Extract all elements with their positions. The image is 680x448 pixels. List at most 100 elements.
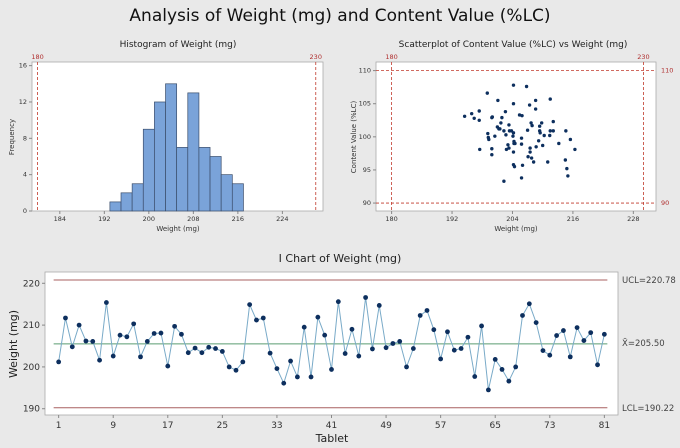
x-tick-label: 9: [110, 421, 116, 431]
i-chart-point: [308, 374, 314, 380]
scatter-point: [565, 166, 569, 171]
i-chart-point: [492, 356, 498, 362]
scatter-point: [526, 154, 530, 159]
histogram-bar: [120, 192, 133, 212]
i-chart-point: [533, 320, 539, 325]
histogram-bar: [154, 101, 166, 212]
i-chart-point: [370, 346, 375, 352]
i-chart-point: [90, 339, 96, 344]
x-tick-label: 184: [54, 215, 66, 223]
x-tick-label: 228: [627, 215, 639, 223]
i-chart-point: [485, 387, 491, 393]
x-tick-label: 192: [446, 215, 458, 223]
scatter-point: [548, 133, 552, 138]
i-chart-point: [397, 339, 403, 344]
i-chart-point: [329, 367, 334, 372]
scatter-point: [539, 121, 544, 125]
i-chart-point: [124, 334, 130, 340]
y-tick-label: 220: [23, 279, 40, 289]
i-chart-point: [472, 374, 478, 379]
x-tick-label: 180: [385, 215, 397, 223]
scatter-point: [533, 98, 538, 103]
i-chart-point: [383, 345, 389, 351]
lcl-label: LCL=190.22: [622, 404, 674, 414]
plot-area: [375, 61, 657, 212]
scatter-point: [513, 141, 517, 146]
x-tick-label: 204: [506, 215, 518, 223]
scatter-point: [503, 109, 508, 114]
i-chart-point: [424, 308, 430, 313]
scatter-point: [511, 134, 515, 138]
i-chart-point: [601, 331, 607, 337]
i-chart-point: [567, 354, 573, 360]
scatter-point: [490, 153, 494, 157]
x-tick-label: 216: [567, 215, 579, 223]
y-tick-label: 100: [359, 133, 371, 141]
scatterplot-title: Scatterplot of Content Value (%LC) vs We…: [399, 40, 628, 50]
i-chart-point: [69, 344, 75, 350]
reference-line-label: 110: [661, 67, 673, 75]
center-label: X̄=205.50: [622, 337, 665, 349]
i-chart-point: [274, 366, 280, 371]
i-chart-point: [83, 338, 89, 344]
scatter-point: [546, 160, 550, 164]
i-chart-point: [117, 332, 123, 338]
scatter-point: [548, 129, 552, 133]
x-tick-label: 73: [544, 421, 555, 431]
i-chart-title: I Chart of Weight (mg): [279, 252, 402, 265]
scatter-point: [502, 179, 506, 183]
i-chart-point: [554, 333, 560, 338]
y-tick-label: 110: [359, 67, 371, 75]
x-tick-label: 17: [162, 421, 173, 431]
i-chart-point: [438, 356, 444, 362]
x-tick-label: 224: [276, 215, 288, 223]
i-chart-point: [540, 348, 546, 354]
i-chart-point: [451, 347, 457, 353]
i-chart-point: [247, 302, 253, 308]
scatter-point: [511, 131, 516, 135]
i-chart-point: [165, 363, 171, 369]
i-chart-point: [260, 315, 266, 321]
i-chart-point: [513, 364, 519, 370]
scatterplot-panel: Scatterplot of Content Value (%LC) vs We…: [350, 40, 673, 233]
scatter-point: [511, 83, 516, 87]
scatter-point: [502, 129, 506, 133]
i-chart-point: [390, 341, 396, 346]
scatterplot-y-label: Content Value (%LC): [350, 101, 358, 174]
x-tick-label: 216: [232, 215, 244, 223]
i-chart-point: [254, 317, 259, 323]
i-chart-point: [219, 349, 225, 354]
i-chart-point: [240, 359, 246, 365]
i-chart-point: [561, 328, 566, 333]
y-tick-label: 0: [23, 207, 27, 215]
scatter-point: [524, 84, 529, 89]
scatter-point: [537, 124, 542, 128]
histogram-bar: [131, 183, 144, 212]
reference-line-label: 230: [637, 53, 649, 61]
y-tick-label: 190: [23, 405, 40, 415]
i-chart-point: [103, 300, 109, 305]
i-chart-point: [185, 350, 191, 356]
scatter-point: [531, 160, 536, 164]
scatter-point: [548, 97, 552, 101]
i-chart-point: [526, 301, 532, 307]
histogram-bar: [165, 83, 178, 212]
x-tick-label: 65: [489, 421, 500, 431]
i-chart-point: [465, 334, 471, 340]
x-tick-label: 192: [98, 215, 110, 223]
i-chart-point: [506, 378, 512, 384]
scatter-point: [472, 116, 476, 120]
x-tick-label: 81: [599, 421, 610, 431]
i-chart-point: [288, 358, 293, 364]
i-chart-point: [431, 327, 437, 333]
scatter-point: [478, 147, 482, 152]
i-chart-point: [151, 331, 157, 336]
i-chart-point: [588, 330, 594, 336]
i-chart-point: [499, 367, 505, 372]
i-chart-point: [595, 362, 600, 368]
scatter-point: [504, 133, 508, 137]
scatter-point: [528, 146, 532, 150]
i-chart-point: [131, 321, 137, 327]
scatter-point: [487, 137, 491, 142]
